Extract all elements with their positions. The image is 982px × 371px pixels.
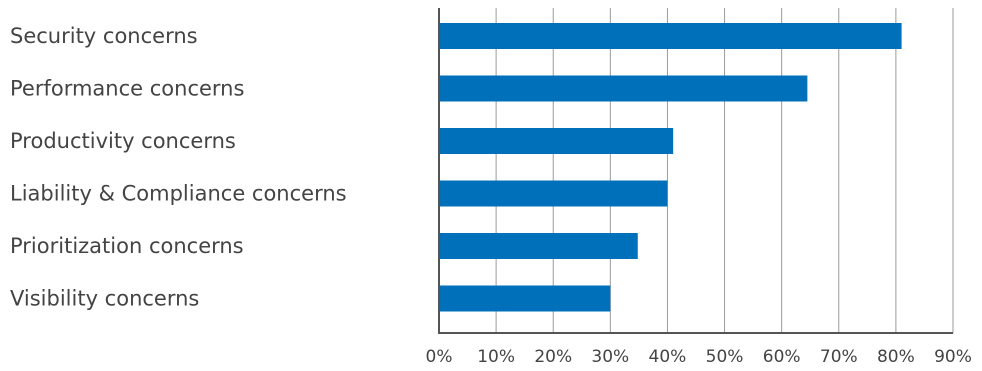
- gridlines: [495, 8, 954, 333]
- x-tick-label: 0%: [426, 347, 453, 367]
- x-tick-label: 40%: [649, 347, 687, 367]
- bar: [439, 233, 638, 259]
- x-tick-label: 10%: [477, 347, 515, 367]
- bar: [439, 23, 902, 49]
- axes: [438, 8, 953, 334]
- category-label: Visibility concerns: [10, 287, 199, 311]
- category-label: Prioritization concerns: [10, 234, 244, 258]
- bar: [439, 75, 808, 102]
- x-tick-label: 80%: [877, 347, 915, 367]
- x-tick-labels: 0% 10% 20% 30% 40% 50% 60% 70% 80% 90%: [426, 347, 972, 367]
- category-labels: Security concerns Performance concerns Pro…: [10, 24, 347, 311]
- x-tick-label: 60%: [763, 347, 801, 367]
- x-tick-label: 30%: [591, 347, 629, 367]
- bar: [439, 285, 611, 312]
- category-label: Productivity concerns: [10, 129, 236, 153]
- bars: [439, 23, 902, 312]
- x-tick-label: 70%: [820, 347, 858, 367]
- category-label: Liability & Compliance concerns: [10, 182, 347, 206]
- category-label: Security concerns: [10, 24, 198, 48]
- x-tick-label: 50%: [706, 347, 744, 367]
- category-label: Performance concerns: [10, 77, 244, 101]
- bar: [439, 128, 674, 154]
- bar: [439, 180, 668, 207]
- x-tick-label: 90%: [934, 347, 972, 367]
- x-tick-label: 20%: [534, 347, 572, 367]
